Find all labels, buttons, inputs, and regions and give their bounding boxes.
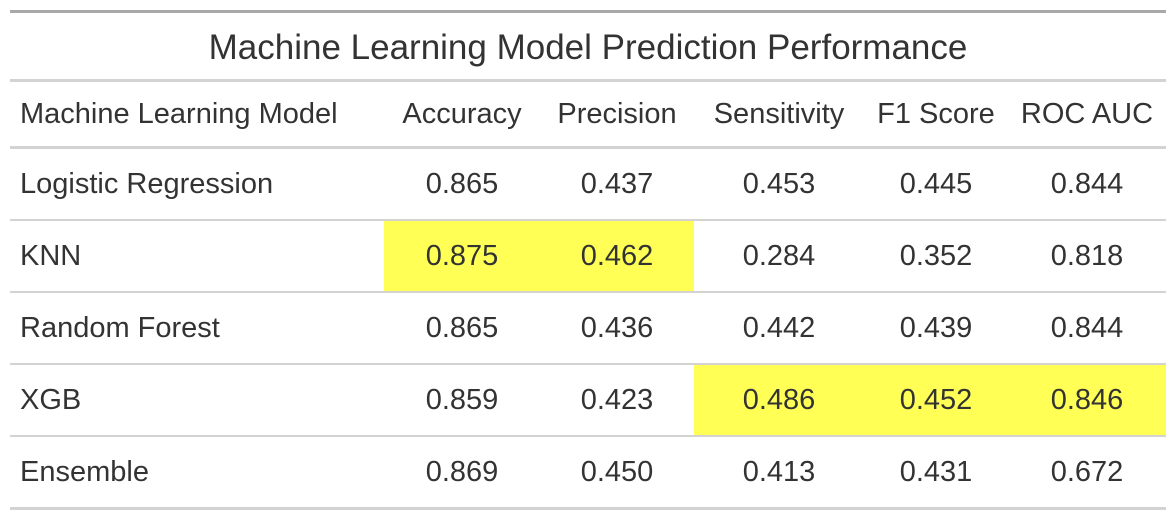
accuracy-cell: 0.865 — [384, 292, 540, 365]
header-row: Machine Learning Model Accuracy Precisio… — [10, 82, 1166, 149]
model-name-cell: Random Forest — [10, 292, 384, 365]
roc-auc-cell: 0.846 — [1008, 364, 1166, 437]
f1-score-cell: 0.439 — [864, 292, 1008, 365]
sensitivity-cell: 0.284 — [694, 220, 864, 293]
table-row: KNN 0.875 0.462 0.284 0.352 0.818 — [10, 220, 1166, 293]
accuracy-cell: 0.869 — [384, 436, 540, 510]
column-header-roc-auc: ROC AUC — [1008, 82, 1166, 149]
model-name-cell: Ensemble — [10, 436, 384, 510]
sensitivity-cell: 0.413 — [694, 436, 864, 510]
precision-cell: 0.450 — [540, 436, 694, 510]
sensitivity-cell: 0.453 — [694, 147, 864, 221]
column-header-accuracy: Accuracy — [384, 82, 540, 149]
accuracy-cell: 0.875 — [384, 220, 540, 293]
model-name-cell: KNN — [10, 220, 384, 293]
results-table: Machine Learning Model Accuracy Precisio… — [10, 82, 1166, 510]
table-row: Ensemble 0.869 0.450 0.413 0.431 0.672 — [10, 436, 1166, 510]
column-header-precision: Precision — [540, 82, 694, 149]
precision-cell: 0.436 — [540, 292, 694, 365]
f1-score-cell: 0.431 — [864, 436, 1008, 510]
f1-score-cell: 0.445 — [864, 147, 1008, 221]
model-name-cell: XGB — [10, 364, 384, 437]
precision-cell: 0.462 — [540, 220, 694, 293]
table-title: Machine Learning Model Prediction Perfor… — [10, 13, 1166, 82]
sensitivity-cell: 0.442 — [694, 292, 864, 365]
table-row: Logistic Regression 0.865 0.437 0.453 0.445 0… — [10, 147, 1166, 221]
model-name-cell: Logistic Regression — [10, 147, 384, 221]
performance-table: Machine Learning Model Prediction Perfor… — [10, 10, 1166, 510]
table-row: XGB 0.859 0.423 0.486 0.452 0.846 — [10, 364, 1166, 437]
roc-auc-cell: 0.818 — [1008, 220, 1166, 293]
accuracy-cell: 0.865 — [384, 147, 540, 221]
precision-cell: 0.423 — [540, 364, 694, 437]
table-body: Logistic Regression 0.865 0.437 0.453 0.445 0… — [10, 147, 1166, 510]
top-rule — [10, 10, 1166, 13]
table-row: Random Forest 0.865 0.436 0.442 0.439 0.844 — [10, 292, 1166, 365]
column-header-sensitivity: Sensitivity — [694, 82, 864, 149]
accuracy-cell: 0.859 — [384, 364, 540, 437]
column-header-f1-score: F1 Score — [864, 82, 1008, 149]
column-header-model: Machine Learning Model — [10, 82, 384, 149]
f1-score-cell: 0.452 — [864, 364, 1008, 437]
precision-cell: 0.437 — [540, 147, 694, 221]
sensitivity-cell: 0.486 — [694, 364, 864, 437]
roc-auc-cell: 0.844 — [1008, 147, 1166, 221]
f1-score-cell: 0.352 — [864, 220, 1008, 293]
roc-auc-cell: 0.672 — [1008, 436, 1166, 510]
roc-auc-cell: 0.844 — [1008, 292, 1166, 365]
